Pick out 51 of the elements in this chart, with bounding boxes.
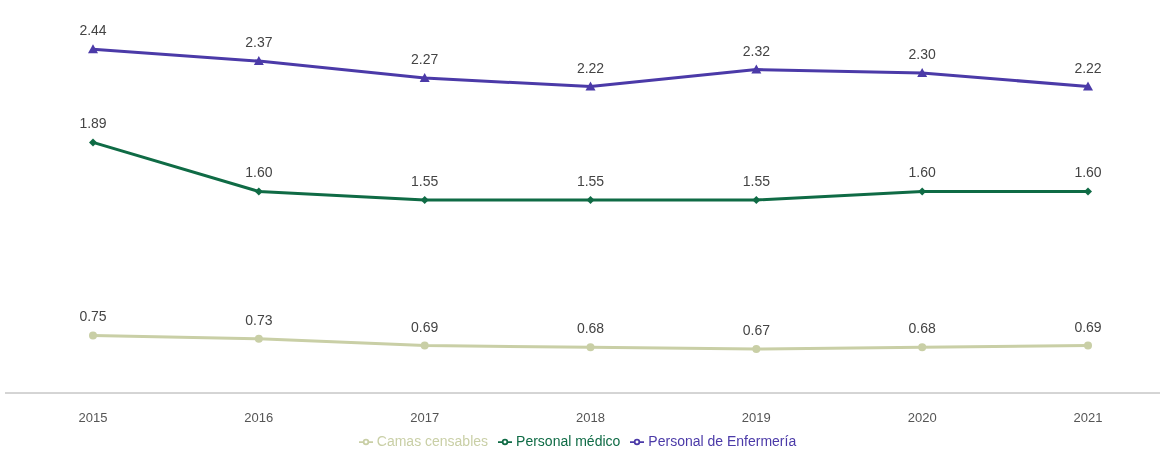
legend-label: Personal médico xyxy=(516,433,621,449)
data-label: 1.60 xyxy=(1074,164,1102,181)
point xyxy=(752,344,761,353)
point xyxy=(752,195,761,204)
data-label: 0.69 xyxy=(411,318,439,335)
data-label: 0.75 xyxy=(79,308,107,325)
point xyxy=(419,73,430,83)
point xyxy=(89,138,97,147)
data-label: 2.22 xyxy=(1074,59,1102,76)
point xyxy=(253,56,264,66)
data-label: 2.22 xyxy=(576,59,605,76)
point xyxy=(88,44,98,54)
data-label: 0.73 xyxy=(245,311,273,328)
x-tick-label: 2017 xyxy=(410,410,440,426)
point xyxy=(586,343,595,352)
data-label: 1.60 xyxy=(908,164,936,181)
data-label: 2.44 xyxy=(79,22,107,39)
point xyxy=(1084,187,1092,196)
x-tick-label: 2021 xyxy=(1073,410,1103,426)
x-tick-label: 2020 xyxy=(907,410,937,426)
data-label: 2.32 xyxy=(742,42,771,59)
point xyxy=(751,64,762,74)
data-label: 0.69 xyxy=(1074,318,1102,335)
data-label: 2.30 xyxy=(908,45,936,62)
point xyxy=(420,195,429,204)
point xyxy=(917,67,928,77)
x-tick-label: 2018 xyxy=(576,410,605,426)
data-label: 1.60 xyxy=(245,164,273,181)
point xyxy=(254,187,263,196)
point xyxy=(1084,341,1092,350)
x-tick-label: 2015 xyxy=(78,410,108,426)
legend-label: Personal de Enfermería xyxy=(648,433,797,449)
data-label: 2.37 xyxy=(245,34,273,51)
point xyxy=(1083,81,1093,91)
x-tick-label: 2016 xyxy=(244,410,274,426)
data-label: 0.68 xyxy=(576,320,605,337)
data-label: 1.55 xyxy=(411,172,439,189)
point xyxy=(254,334,263,343)
data-label: 0.68 xyxy=(908,320,936,337)
point xyxy=(585,81,596,91)
point xyxy=(586,195,595,204)
data-label: 2.27 xyxy=(411,51,439,68)
data-label: 0.67 xyxy=(742,321,771,338)
point xyxy=(420,341,429,350)
point xyxy=(89,331,97,340)
data-label: 1.55 xyxy=(742,172,771,189)
data-label: 1.55 xyxy=(576,172,605,189)
point xyxy=(918,343,927,352)
x-tick-label: 2019 xyxy=(741,410,771,426)
data-label: 1.89 xyxy=(79,115,107,132)
legend-label: Camas censables xyxy=(376,433,489,449)
